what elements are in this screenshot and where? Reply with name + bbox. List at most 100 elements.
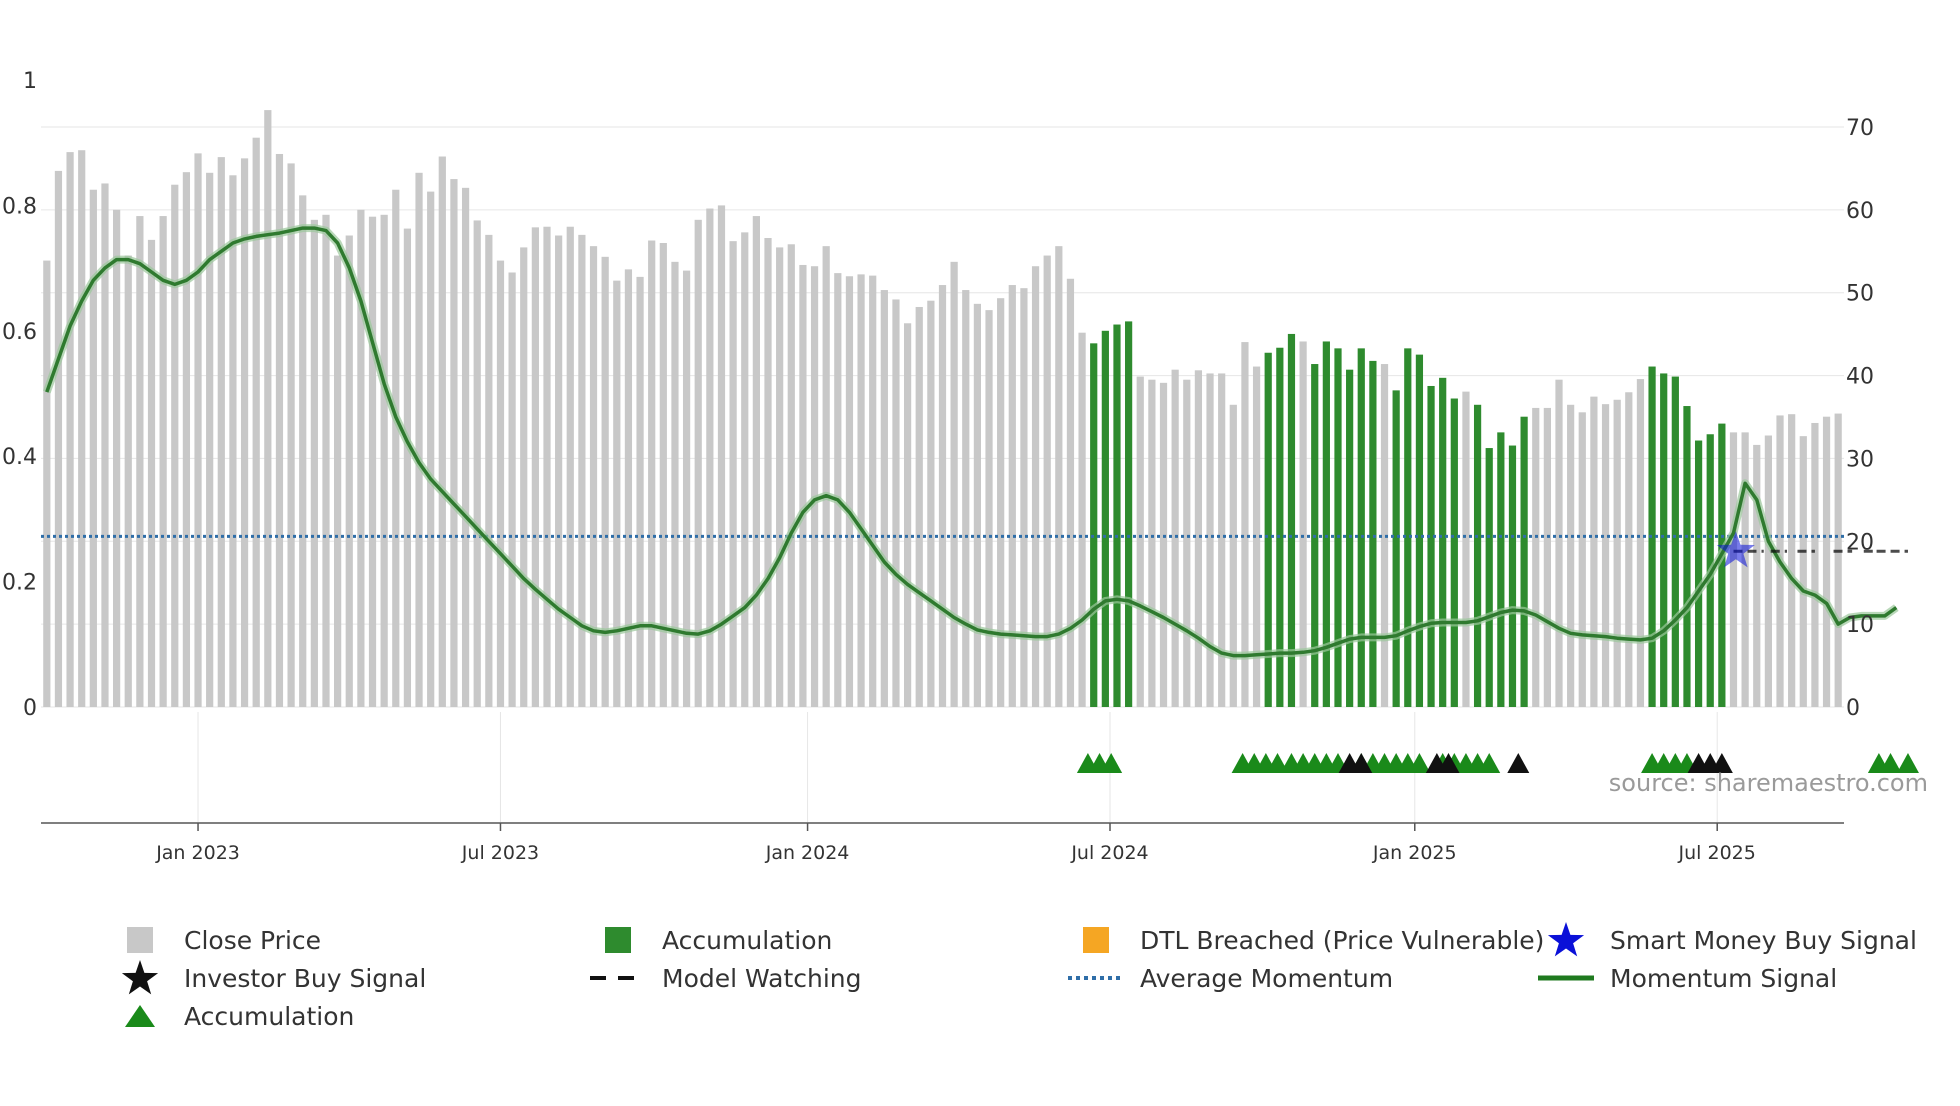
right-tick-label: 40 [1846, 365, 1874, 390]
accumulation-bar [1404, 348, 1412, 707]
legend-symbol-blue-dots [1066, 960, 1126, 996]
close-price-bar [1055, 246, 1063, 707]
close-price-bar [496, 260, 505, 707]
accumulation-bar [1090, 343, 1098, 707]
close-price-bar [973, 303, 982, 707]
accumulation-bar [1125, 321, 1133, 707]
close-price-bar [799, 264, 807, 707]
close-price-bar [1183, 379, 1191, 707]
close-price-bar [1066, 278, 1075, 707]
left-tick-label: 1 [23, 69, 37, 94]
close-price-bar [1136, 376, 1144, 707]
accumulation-triangle [1100, 753, 1123, 773]
close-price-bar [1532, 407, 1540, 707]
close-price-bar [1206, 373, 1214, 707]
close-price-bar [776, 247, 784, 707]
price-bars [43, 110, 1842, 708]
x-tick-label: Jul 2024 [1070, 842, 1148, 864]
close-price-bar [322, 214, 330, 707]
close-price-bar [694, 219, 702, 708]
accumulation-triangle [1478, 753, 1501, 773]
right-tick-label: 30 [1846, 447, 1874, 472]
close-price-bar [636, 276, 644, 707]
accumulation-bar [1683, 406, 1691, 707]
close-price-bar [78, 150, 86, 707]
close-price-bar [66, 152, 74, 708]
legend-symbol-green-square [588, 922, 648, 958]
close-price-bar [613, 280, 621, 707]
accumulation-bar [1508, 445, 1517, 707]
close-price-bar [741, 232, 749, 707]
close-price-bar [1741, 432, 1749, 707]
close-price-bar [717, 205, 726, 707]
accumulation-triangle [1266, 753, 1289, 773]
close-price-bar [1555, 379, 1563, 707]
close-price-bar [601, 256, 609, 707]
left-tick-label: 0.4 [2, 445, 37, 470]
close-price-bar [264, 110, 272, 707]
close-price-bar [1788, 414, 1796, 707]
close-price-bar [240, 158, 249, 707]
close-price-bar [566, 226, 574, 707]
close-price-bar [1380, 364, 1389, 707]
close-price-bar [101, 183, 109, 707]
left-tick-label: 0.6 [2, 320, 37, 345]
close-price-bar [1834, 413, 1842, 707]
accumulation-bar [1497, 432, 1505, 707]
close-price-bar [1043, 255, 1051, 707]
accumulation-bar [1718, 423, 1726, 707]
close-price-bar [520, 247, 528, 707]
close-price-bar [1194, 370, 1203, 707]
close-price-bar [194, 153, 202, 707]
investor-triangle [1350, 753, 1373, 773]
close-price-bar [310, 219, 318, 708]
close-price-bar [1462, 391, 1470, 707]
signal-lines [41, 224, 1908, 660]
close-price-bar [903, 323, 912, 707]
close-price-bar [334, 255, 342, 707]
accumulation-bar [1427, 385, 1435, 707]
close-price-bar [1601, 404, 1610, 707]
close-price-bar [1799, 436, 1807, 707]
close-price-bar [706, 208, 714, 707]
close-price-bar [1636, 379, 1645, 707]
close-price-bar [124, 255, 132, 707]
legend-label: Smart Money Buy Signal [1610, 925, 1917, 955]
close-price-bar [1590, 396, 1598, 707]
legend-label: Investor Buy Signal [184, 963, 427, 993]
right-tick-label: 10 [1846, 613, 1874, 638]
legend-label: Accumulation [184, 1001, 355, 1031]
x-tick-label: Jul 2023 [461, 842, 539, 864]
close-price-bar [345, 235, 353, 707]
close-price-bar [473, 220, 481, 707]
close-price-bar [589, 246, 598, 707]
close-price-bar [1811, 422, 1819, 707]
close-price-bar [299, 195, 307, 708]
accumulation-bar [1648, 366, 1656, 707]
close-price-bar [1252, 366, 1261, 707]
left-tick-label: 0 [23, 696, 37, 721]
legend-item: Accumulation [588, 922, 832, 958]
accumulation-bar [1287, 333, 1296, 707]
close-price-bar [880, 290, 888, 707]
close-price-bar [1625, 392, 1633, 707]
accumulation-bar [1694, 440, 1703, 707]
close-price-bar [357, 209, 365, 707]
right-tick-label: 0 [1846, 696, 1860, 721]
close-price-bar [857, 274, 865, 707]
x-tick-label: Jan 2025 [1372, 842, 1457, 864]
close-price-bar [1729, 432, 1738, 707]
legend-item: DTL Breached (Price Vulnerable) [1066, 922, 1544, 958]
right-tick-label: 20 [1846, 530, 1874, 555]
close-price-bar [159, 216, 167, 707]
accumulation-bar [1276, 347, 1284, 707]
accumulation-bar [1439, 377, 1447, 707]
close-price-bar [113, 209, 121, 707]
close-price-bar [1764, 435, 1772, 707]
legend-item: Average Momentum [1066, 960, 1393, 996]
close-price-bar [950, 261, 958, 707]
close-price-bar [217, 157, 225, 708]
accumulation-bar [1357, 348, 1365, 707]
close-price-bar [415, 172, 423, 707]
